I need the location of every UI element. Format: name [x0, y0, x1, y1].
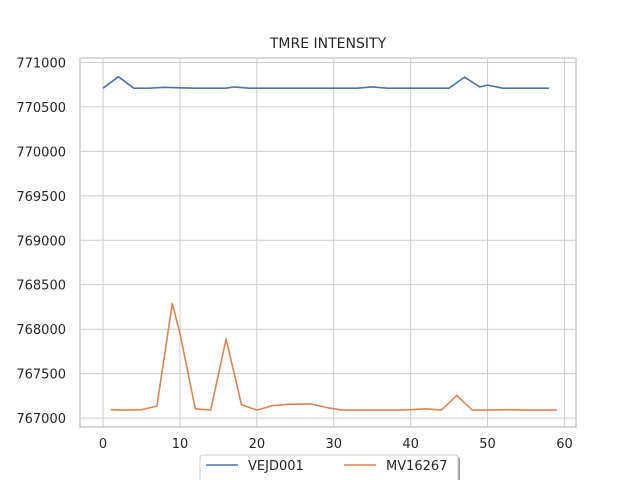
y-tick-label: 770000: [16, 145, 66, 160]
legend-box: [199, 454, 459, 480]
x-tick-label: 60: [556, 437, 573, 452]
y-tick-label: 767000: [16, 412, 66, 427]
x-tick-label: 50: [479, 437, 496, 452]
x-tick-label: 30: [325, 437, 342, 452]
x-tick-label: 0: [99, 437, 107, 452]
chart-title: TMRE INTENSITY: [269, 36, 387, 52]
legend-label: VEJD001: [248, 459, 304, 474]
y-tick-label: 770500: [16, 101, 66, 116]
y-tick-label: 769500: [16, 190, 66, 205]
x-tick-label: 20: [249, 437, 266, 452]
y-tick-label: 768500: [16, 279, 66, 294]
y-tick-label: 768000: [16, 323, 66, 338]
y-tick-label: 771000: [16, 56, 66, 71]
grid-lines: [80, 58, 576, 427]
series-lines: [102, 75, 557, 411]
y-tick-label: 769000: [16, 234, 66, 249]
series-line-vejd001: [102, 75, 550, 89]
x-tick-label: 40: [402, 437, 419, 452]
x-tick-label: 10: [172, 437, 189, 452]
series-line-mv16267: [110, 302, 557, 411]
y-tick-label: 767500: [16, 368, 66, 383]
plot-frame: [79, 57, 577, 428]
legend-label: MV16267: [386, 459, 447, 474]
tick-labels: 0 10 20 30 40 50 60 767000 767500 768000 768500 769…: [16, 56, 572, 452]
legend: VEJD001 MV16267: [199, 454, 460, 480]
